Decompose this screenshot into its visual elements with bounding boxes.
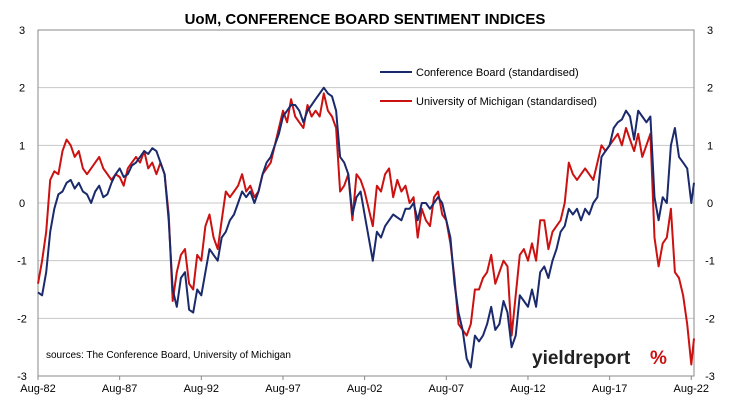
x-tick-label: Aug-12 bbox=[510, 383, 545, 395]
yieldreport-logo: yieldreport % bbox=[532, 348, 667, 369]
x-tick-label: Aug-17 bbox=[592, 383, 627, 395]
x-tick-label: Aug-22 bbox=[674, 383, 709, 395]
x-tick-label: Aug-92 bbox=[184, 383, 219, 395]
grid-layer bbox=[38, 87, 694, 319]
x-tick-label: Aug-02 bbox=[347, 383, 382, 395]
y-tick-label-left: -3 bbox=[17, 371, 27, 383]
y-tick-label-right: 3 bbox=[707, 25, 713, 37]
y-tick-label-left: 2 bbox=[19, 83, 25, 95]
series-layer bbox=[37, 86, 695, 369]
logo-text: yieldreport bbox=[532, 348, 631, 369]
x-tick-label: Aug-97 bbox=[265, 383, 300, 395]
y-tick-label-right: 2 bbox=[707, 83, 713, 95]
y-tick-label-right: 1 bbox=[707, 140, 713, 152]
chart-title: UoM, CONFERENCE BOARD SENTIMENT INDICES bbox=[185, 11, 546, 28]
y-tick-label-right: -2 bbox=[705, 313, 715, 325]
y-tick-label-left: 0 bbox=[19, 198, 25, 210]
plot-frame bbox=[37, 29, 695, 377]
y-tick-label-left: 3 bbox=[19, 25, 25, 37]
legend: Conference Board (standardised) Universit… bbox=[380, 67, 597, 108]
y-tick-label-right: -1 bbox=[705, 256, 715, 268]
y-tick-label-left: 1 bbox=[19, 140, 25, 152]
y-tick-label-left: -1 bbox=[17, 256, 27, 268]
source-annotation: sources: The Conference Board, Universit… bbox=[46, 350, 291, 361]
y-tick-label-left: -2 bbox=[17, 313, 27, 325]
y-tick-label-right: -3 bbox=[705, 371, 715, 383]
x-tick-label: Aug-07 bbox=[429, 383, 464, 395]
legend-label: University of Michigan (standardised) bbox=[416, 96, 597, 108]
logo-percent: % bbox=[650, 348, 667, 369]
legend-label: Conference Board (standardised) bbox=[416, 67, 579, 79]
series-line-university-of-michigan bbox=[37, 92, 695, 366]
x-tick-label: Aug-87 bbox=[102, 383, 137, 395]
y-tick-label-right: 0 bbox=[707, 198, 713, 210]
tick-layer: -3 -3 -2 -2 -1 -1 0 0 1 1 2 2 3 3 Aug-82 Aug-87 Aug-92 Au… bbox=[17, 25, 715, 395]
x-tick-label: Aug-82 bbox=[20, 383, 55, 395]
series-line-conference-board bbox=[37, 86, 695, 369]
